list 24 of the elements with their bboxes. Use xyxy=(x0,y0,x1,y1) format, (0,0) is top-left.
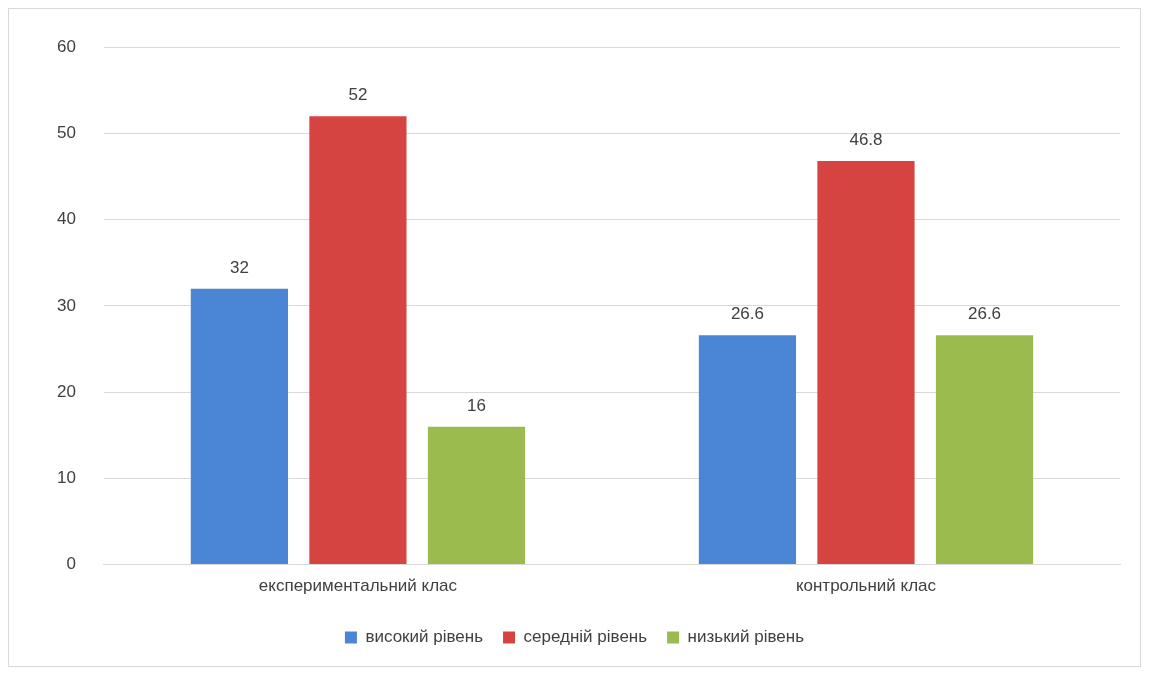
x-tick-label: експериментальний клас xyxy=(258,576,458,596)
legend-label: середній рівень xyxy=(523,627,648,647)
data-label: 26.6 xyxy=(967,304,1002,324)
bar xyxy=(427,426,526,565)
y-tick-label: 20 xyxy=(56,381,76,401)
y-tick-label: 10 xyxy=(56,468,76,488)
y-tick-label: 50 xyxy=(56,123,76,143)
bar xyxy=(935,335,1034,565)
data-label: 46.8 xyxy=(849,130,883,150)
data-label: 32 xyxy=(229,257,249,277)
bar xyxy=(309,116,407,565)
data-label: 26.6 xyxy=(730,304,764,324)
legend-label: низький рівень xyxy=(687,627,805,647)
x-tick-label: контрольний клас xyxy=(795,576,937,596)
bar xyxy=(190,288,288,565)
y-tick-label: 30 xyxy=(56,295,76,315)
data-label: 16 xyxy=(467,395,486,415)
y-tick-label: 0 xyxy=(66,554,76,574)
legend-label: високий рівень xyxy=(365,627,484,647)
data-label: 52 xyxy=(348,85,368,105)
y-tick-label: 60 xyxy=(56,36,76,56)
bar xyxy=(698,335,797,565)
y-tick-label: 40 xyxy=(56,209,76,229)
bar xyxy=(817,161,915,565)
